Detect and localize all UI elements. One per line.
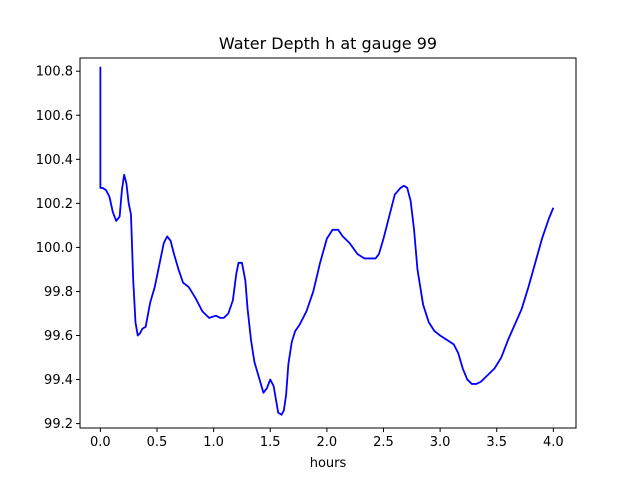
plot-frame bbox=[79, 57, 577, 429]
plot-area bbox=[99, 66, 555, 416]
x-tick-label: 1.5 bbox=[260, 435, 281, 450]
y-tick-label: 99.6 bbox=[44, 329, 73, 344]
series-line bbox=[99, 66, 555, 416]
x-axis-label: hours bbox=[310, 456, 347, 471]
y-tick-label: 99.8 bbox=[44, 285, 73, 300]
x-tick-label: 1.0 bbox=[203, 435, 224, 450]
y-tick-label: 99.4 bbox=[44, 373, 73, 388]
y-tick-label: 99.2 bbox=[44, 417, 73, 432]
y-tick-label: 100.0 bbox=[36, 241, 73, 256]
x-tick-label: 2.5 bbox=[373, 435, 394, 450]
y-tick-label: 100.8 bbox=[36, 65, 73, 80]
x-tick-label: 3.0 bbox=[430, 435, 451, 450]
y-tick-label: 100.4 bbox=[36, 153, 73, 168]
chart-title: Water Depth h at gauge 99 bbox=[219, 34, 437, 53]
y-tick-label: 100.6 bbox=[36, 109, 73, 124]
y-tick-label: 100.2 bbox=[36, 197, 73, 212]
y-axis: 99.2 99.4 99.6 99.8 100.0 100.2 100.4 100.6 100.… bbox=[36, 65, 80, 432]
x-tick-label: 0.5 bbox=[147, 435, 168, 450]
x-tick-label: 2.0 bbox=[317, 435, 338, 450]
x-tick-label: 0.0 bbox=[90, 435, 111, 450]
x-axis: 0.0 0.5 1.0 1.5 2.0 2.5 3.0 3.5 4.0 bbox=[90, 428, 564, 450]
x-tick-label: 3.5 bbox=[486, 435, 507, 450]
x-tick-label: 4.0 bbox=[543, 435, 564, 450]
